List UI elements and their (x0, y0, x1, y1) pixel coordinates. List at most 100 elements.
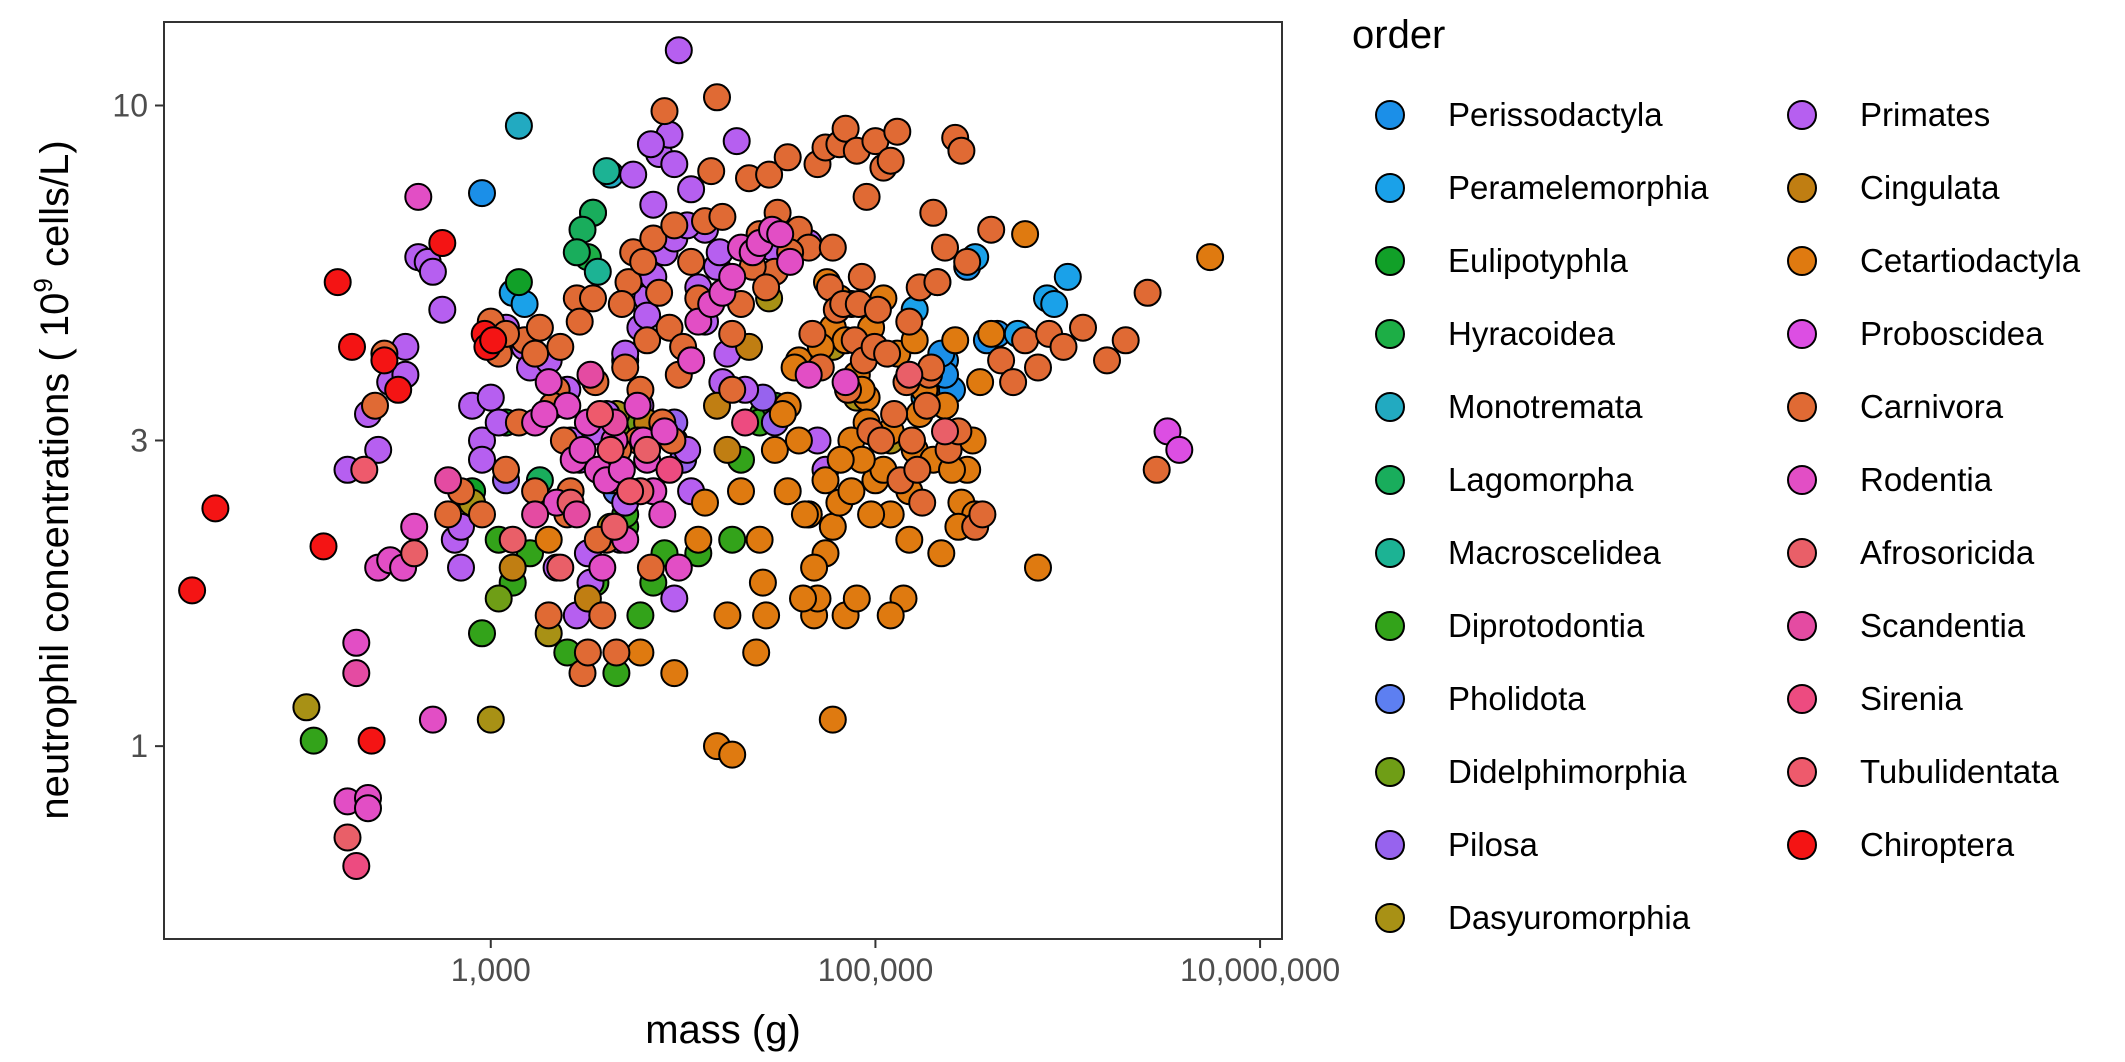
point-tubulidentata (616, 477, 645, 506)
point-cetartiodactyla (941, 326, 970, 355)
point-cetartiodactyla (818, 512, 847, 541)
point-carnivora (588, 601, 617, 630)
point-rodentia (404, 182, 433, 211)
legend-swatch (1787, 684, 1817, 714)
legend-label: Macroscelidea (1448, 534, 1661, 571)
point-carnivora (987, 346, 1016, 375)
point-eulipotyphla (504, 268, 533, 297)
point-primates (722, 127, 751, 156)
point-rodentia (776, 247, 805, 276)
point-primates (639, 190, 668, 219)
point-proboscidea (1165, 435, 1194, 464)
point-carnivora (521, 339, 550, 368)
point-primates (468, 445, 496, 474)
point-cetartiodactyla (837, 477, 866, 506)
point-carnivora (931, 233, 959, 262)
point-carnivora (818, 233, 847, 262)
legend-label: Primates (1860, 96, 1990, 133)
point-cingulata (498, 553, 527, 582)
point-rodentia (400, 512, 429, 541)
point-carnivora (708, 202, 737, 231)
point-carnivora (534, 601, 563, 630)
point-chiroptera (357, 726, 386, 755)
legend-item-pholidota: Pholidota (1375, 680, 1586, 717)
point-chiroptera (428, 229, 457, 257)
point-carnivora (773, 143, 802, 172)
legend-swatch (1787, 392, 1817, 422)
legend-label: Monotremata (1448, 388, 1643, 425)
point-tubulidentata (596, 435, 625, 464)
legend-item-chiroptera: Chiroptera (1787, 826, 2015, 863)
point-rodentia (342, 628, 371, 657)
point-cetartiodactyla (811, 466, 840, 495)
legend-swatch (1787, 611, 1817, 641)
point-carnivora (953, 247, 982, 276)
point-carnivora (898, 426, 926, 455)
point-cetartiodactyla (789, 584, 817, 613)
point-rodentia (650, 417, 679, 446)
point-carnivora (525, 313, 554, 342)
point-carnivora (999, 368, 1028, 397)
point-carnivora (1011, 326, 1040, 355)
y-axis-title-superscript: 9 (28, 278, 58, 292)
point-didelphimorphia (484, 584, 513, 613)
point-carnivora (607, 290, 636, 318)
point-scandentia (434, 466, 463, 495)
y-axis-title-main: neutrophil concentrations ( 10 (33, 293, 77, 820)
legend-swatch (1787, 757, 1817, 787)
point-primates (636, 130, 665, 159)
point-cetartiodactyla (1011, 220, 1040, 249)
point-cetartiodactyla (784, 426, 813, 455)
point-carnivora (847, 262, 876, 291)
legend-swatch (1787, 465, 1817, 495)
point-cetartiodactyla (895, 525, 924, 554)
point-rodentia (418, 705, 447, 734)
legend-swatch (1787, 538, 1817, 568)
point-diprotodontia (299, 726, 328, 755)
point-carnivora (1069, 313, 1097, 342)
legend-item-proboscidea: Proboscidea (1787, 315, 2044, 352)
legend-swatch (1375, 100, 1405, 130)
point-cetartiodactyla (818, 705, 847, 734)
point-chiroptera (370, 346, 399, 375)
point-cetartiodactyla (660, 659, 689, 688)
point-rodentia (534, 368, 563, 397)
legend-swatch (1375, 684, 1405, 714)
point-afrosoricida (633, 435, 662, 464)
data-points (178, 36, 1225, 880)
legend-label: Carnivora (1860, 388, 2004, 425)
legend-item-lagomorpha: Lagomorpha (1375, 461, 1634, 498)
legend-item-carnivora: Carnivora (1787, 388, 2004, 425)
point-carnivora (655, 313, 684, 342)
point-carnivora (919, 198, 948, 227)
legend-label: Lagomorpha (1448, 461, 1634, 498)
point-carnivora (831, 114, 860, 143)
legend-label: Peramelemorphia (1448, 169, 1709, 206)
point-carnivora (903, 455, 932, 484)
point-rodentia (677, 346, 706, 375)
point-diprotodontia (468, 619, 496, 648)
point-tubulidentata (586, 400, 614, 428)
point-diprotodontia (718, 525, 747, 554)
legend-item-macroscelidea: Macroscelidea (1375, 534, 1661, 571)
legend: order Perissodactyla Peramelemorphia Eulip… (1352, 13, 2081, 936)
point-primates (476, 383, 505, 412)
point-macroscelidea (583, 257, 612, 286)
point-carnivora (546, 332, 575, 361)
point-carnivora (703, 83, 731, 112)
point-scandentia (562, 500, 591, 529)
point-carnivora (718, 319, 747, 348)
point-primates (364, 435, 393, 464)
point-primates (677, 175, 706, 204)
point-peramelemorphia (1040, 290, 1069, 318)
legend-swatch (1375, 392, 1405, 422)
legend-item-tubulidentata: Tubulidentata (1787, 753, 2059, 790)
legend-item-hyracoidea: Hyracoidea (1375, 315, 1616, 352)
legend-swatch (1375, 903, 1405, 933)
point-cetartiodactyla (857, 500, 886, 529)
point-carnivora (565, 307, 594, 336)
point-carnivora (895, 307, 924, 336)
point-cetartiodactyla (745, 525, 774, 554)
point-carnivora (639, 224, 668, 253)
